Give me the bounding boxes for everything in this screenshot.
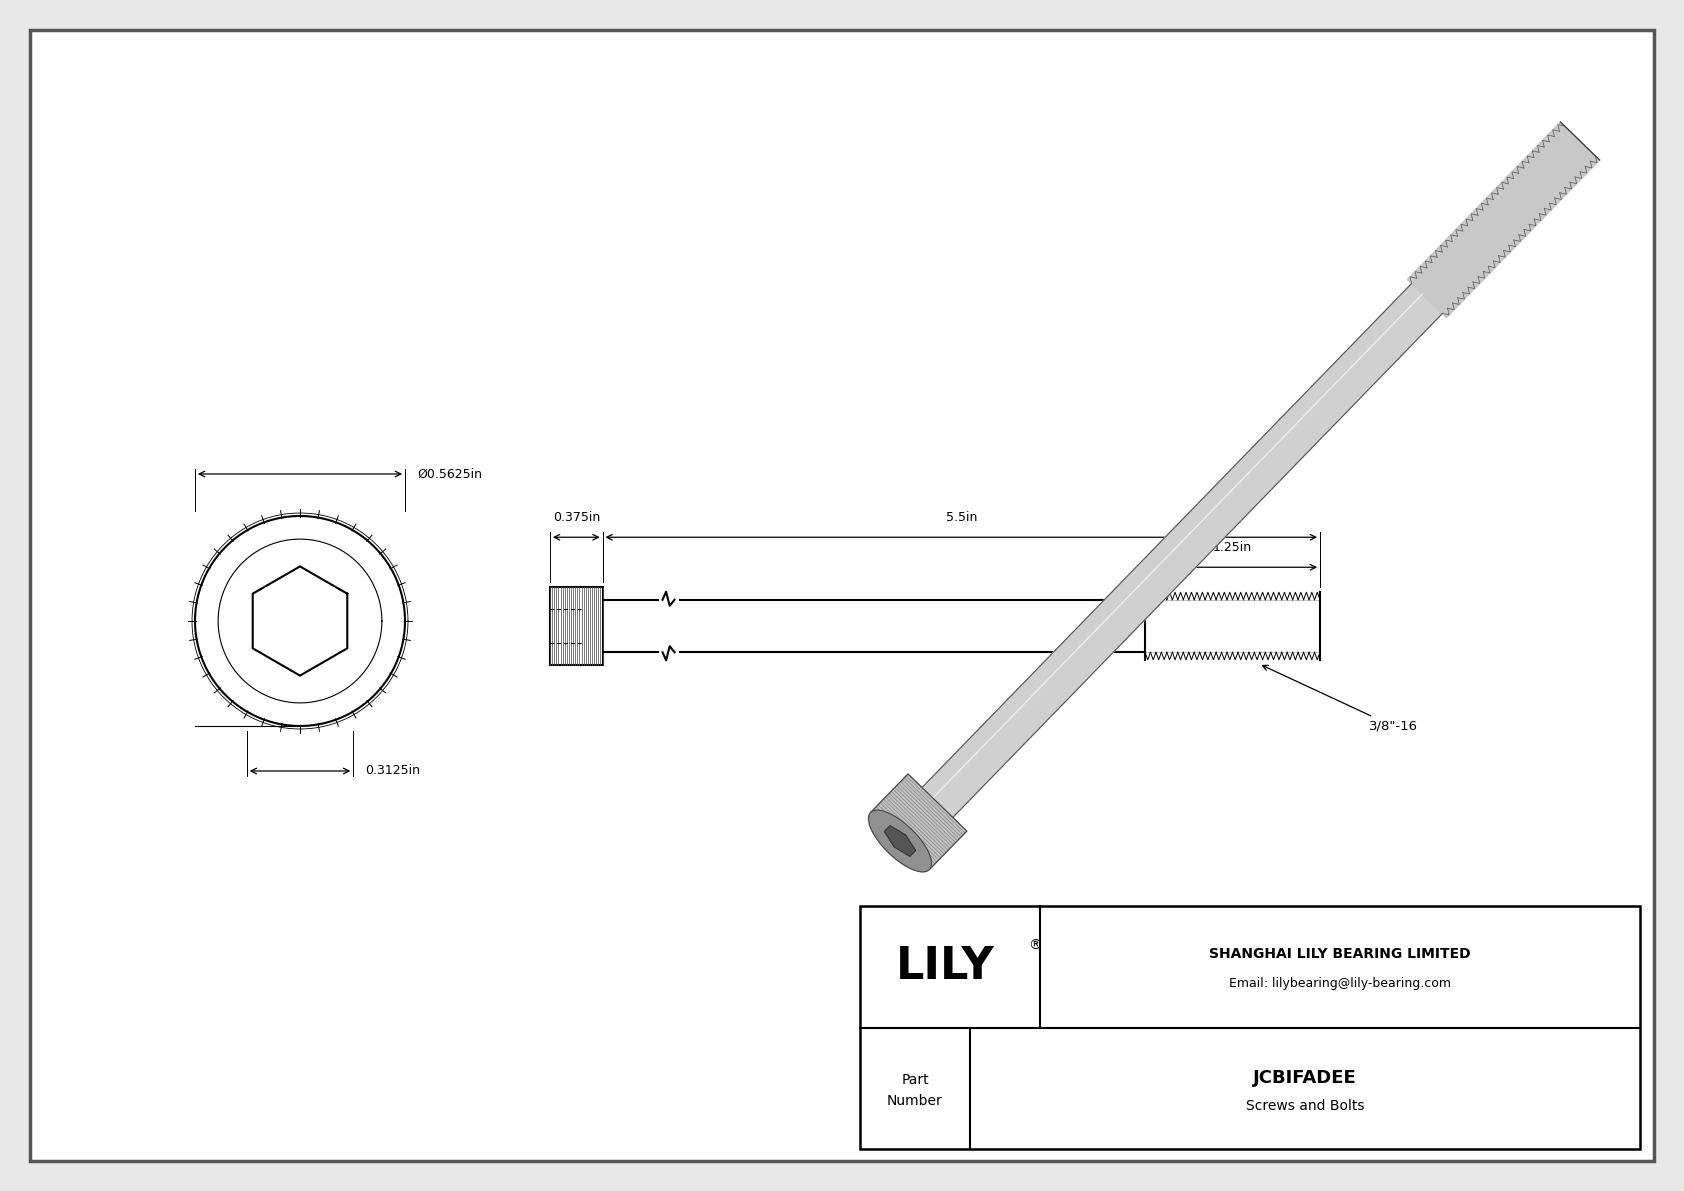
Bar: [551, 587, 603, 666]
Text: 0.3125in: 0.3125in: [365, 765, 421, 778]
Text: LILY: LILY: [896, 946, 994, 989]
Polygon shape: [869, 810, 931, 872]
Text: Part: Part: [901, 1073, 930, 1087]
Text: ®: ®: [1027, 939, 1042, 953]
Text: Ø0.5625in: Ø0.5625in: [418, 468, 482, 480]
Text: 5.5in: 5.5in: [945, 511, 977, 524]
Text: Number: Number: [887, 1095, 943, 1109]
Text: SHANGHAI LILY BEARING LIMITED: SHANGHAI LILY BEARING LIMITED: [1209, 947, 1470, 961]
Bar: [861, 906, 1640, 1149]
Text: 0.375in: 0.375in: [552, 511, 600, 524]
Text: Screws and Bolts: Screws and Bolts: [1246, 1099, 1364, 1114]
Polygon shape: [1408, 121, 1600, 318]
Text: JCBIFADEE: JCBIFADEE: [1253, 1070, 1357, 1087]
Text: 1.25in: 1.25in: [1212, 541, 1253, 554]
Polygon shape: [871, 774, 967, 869]
Polygon shape: [923, 283, 1443, 817]
Polygon shape: [884, 825, 916, 856]
Text: Email: lilybearing@lily-bearing.com: Email: lilybearing@lily-bearing.com: [1229, 978, 1452, 990]
Text: 3/8"-16: 3/8"-16: [1263, 666, 1418, 732]
